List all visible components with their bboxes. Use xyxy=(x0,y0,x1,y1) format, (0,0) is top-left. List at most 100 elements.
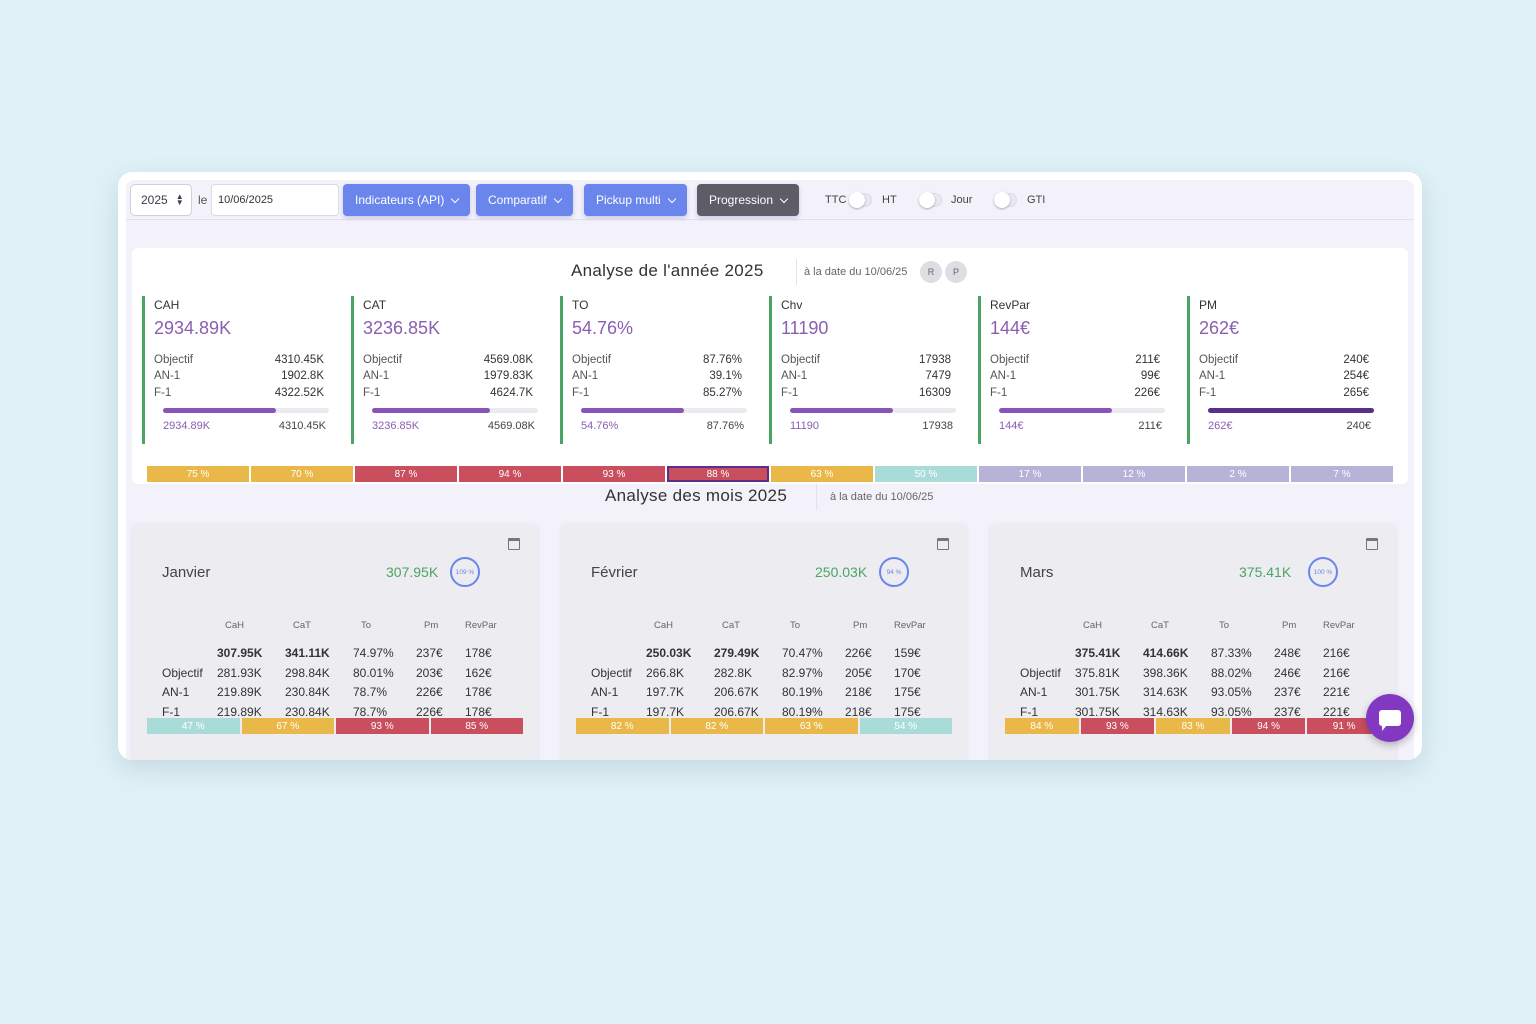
table-cell: 197.7K xyxy=(646,705,685,719)
kpi-row-label: Objectif xyxy=(572,354,611,366)
progress-fill xyxy=(581,408,684,413)
month-section-title: Analyse des mois 2025 xyxy=(605,486,788,505)
pickup-multi-button[interactable]: Pickup multi xyxy=(584,184,687,216)
chevron-down-icon xyxy=(779,194,789,203)
table-cell: 221€ xyxy=(1323,705,1350,719)
year-percent-strip: 75 % 70 % 87 % 94 % 93 % 88 % 63 % 50 % 17 % 12 %… xyxy=(147,466,1393,482)
percent-segment: 50 % xyxy=(875,466,977,482)
kpi-row-value: 1902.8K xyxy=(281,370,324,382)
table-cell: 250.03K xyxy=(646,646,692,660)
kpi-value: 3236.85K xyxy=(363,318,441,338)
row-label: F-1 xyxy=(1020,705,1038,719)
percent-segment: 94 % xyxy=(459,466,561,482)
progression-button[interactable]: Progression xyxy=(697,184,800,216)
kpi-row-value: 4624.7K xyxy=(490,387,533,399)
ttc-ht-toggle[interactable] xyxy=(849,184,872,216)
column-header: CaT xyxy=(1151,620,1169,631)
table-cell: 237€ xyxy=(1274,685,1301,699)
toggle-switch[interactable] xyxy=(994,192,1017,208)
kpi-row-value: 99€ xyxy=(1140,370,1160,382)
kpi-value: 262€ xyxy=(1199,318,1240,338)
gti-toggle[interactable] xyxy=(994,184,1017,216)
table-cell: 218€ xyxy=(845,685,872,699)
calendar-icon[interactable] xyxy=(508,538,520,550)
toggle-switch[interactable] xyxy=(919,192,942,208)
table-cell: 219.89K xyxy=(217,705,262,719)
table-cell: 205€ xyxy=(845,666,872,680)
year-select[interactable]: 2025 ▲ ▼ xyxy=(130,184,192,216)
month-percent-strip: 47 % 67 % 93 % 85 % xyxy=(147,718,523,734)
kpi-row-value: 1979.83K xyxy=(483,370,533,382)
calendar-icon[interactable] xyxy=(937,538,949,550)
progress-bar xyxy=(1208,408,1374,413)
table-cell: 93.05% xyxy=(1211,705,1252,719)
kpi-card-cah: CAH 2934.89K Objectif 4310.45K AN-1 1902.8K F-… xyxy=(142,296,332,444)
kpi-row-label: Objectif xyxy=(781,354,820,366)
kpi-row-value: 211€ xyxy=(1135,354,1160,366)
p-button[interactable]: P xyxy=(945,261,967,283)
r-button[interactable]: R xyxy=(920,261,942,283)
table-cell: 70.47% xyxy=(782,646,823,660)
calendar-icon[interactable] xyxy=(1366,538,1378,550)
kpi-row-label: F-1 xyxy=(1199,387,1217,399)
gti-label: GTI xyxy=(1027,194,1046,206)
kpi-label: PM xyxy=(1199,298,1217,312)
kpi-row-value: 17938 xyxy=(919,354,951,366)
table-cell: 246€ xyxy=(1274,666,1301,680)
toggle-switch[interactable] xyxy=(849,192,872,208)
kpi-row-value: 4569.08K xyxy=(483,354,533,366)
month-name: Janvier xyxy=(162,564,211,581)
date-prefix-label: le xyxy=(198,193,208,207)
table-cell: 203€ xyxy=(416,666,443,680)
chevron-down-icon xyxy=(667,194,676,203)
table-cell: 206.67K xyxy=(714,705,759,719)
table-cell: 80.01% xyxy=(353,666,394,680)
table-cell: 226€ xyxy=(845,646,872,660)
table-cell: 74.97% xyxy=(353,646,394,660)
progress-bar xyxy=(581,408,747,413)
row-label: AN-1 xyxy=(591,685,619,699)
month-total: 307.95K xyxy=(386,564,439,580)
progress-current-label: 2934.89K xyxy=(163,420,211,432)
table-cell: 178€ xyxy=(465,646,492,660)
progress-current-label: 11190 xyxy=(790,420,819,432)
table-cell: 216€ xyxy=(1323,666,1350,680)
title-divider xyxy=(816,484,817,510)
progress-fill xyxy=(790,408,893,413)
percent-segment: 82 % xyxy=(576,718,669,734)
table-cell: 341.11K xyxy=(285,646,330,660)
kpi-value: 2934.89K xyxy=(154,318,232,338)
kpi-row-f1: F-1 226€ xyxy=(990,387,1160,399)
row-label: Objectif xyxy=(162,666,203,680)
kpi-row-label: Objectif xyxy=(990,354,1029,366)
kpi-row-label: AN-1 xyxy=(154,370,181,382)
progress-fill xyxy=(163,408,276,413)
kpi-row-label: AN-1 xyxy=(990,370,1017,382)
chevron-down-icon xyxy=(553,194,562,203)
kpi-card-revpar: RevPar 144€ Objectif 211€ AN-1 99€ F-1 226€ 144€… xyxy=(978,296,1168,444)
table-cell: 226€ xyxy=(416,685,443,699)
kpi-card-chv: Chv 11190 Objectif 17938 AN-1 7479 F-1 16309 111… xyxy=(769,296,959,444)
table-cell: 78.7% xyxy=(353,705,388,719)
kpi-row-label: AN-1 xyxy=(1199,370,1226,382)
date-input[interactable] xyxy=(211,184,339,216)
table-cell: 281.93K xyxy=(217,666,262,680)
year-section-title: Analyse de l'année 2025 xyxy=(571,261,764,280)
kpi-row-an1: AN-1 1902.8K xyxy=(154,370,324,382)
progress-current-label: 3236.85K xyxy=(372,420,420,432)
table-cell: 175€ xyxy=(894,685,921,699)
kpi-label: CAH xyxy=(154,298,180,312)
jour-toggle[interactable] xyxy=(919,184,942,216)
comparatif-button[interactable]: Comparatif xyxy=(476,184,573,216)
table-cell: 301.75K xyxy=(1075,705,1120,719)
column-header: To xyxy=(790,620,801,631)
kpi-row-value: 16309 xyxy=(919,387,951,399)
chat-button[interactable] xyxy=(1366,694,1414,742)
kpi-label: RevPar xyxy=(990,298,1031,312)
month-card-janvier: Janvier 307.95K 109 % CaH CaT To Pm RevPar 307.9… xyxy=(132,524,538,760)
month-name: Février xyxy=(591,564,638,581)
row-label: AN-1 xyxy=(1020,685,1048,699)
percent-segment: 82 % xyxy=(670,718,763,734)
indicateurs-button[interactable]: Indicateurs (API) xyxy=(343,184,471,216)
percent-segment: 67 % xyxy=(241,718,334,734)
